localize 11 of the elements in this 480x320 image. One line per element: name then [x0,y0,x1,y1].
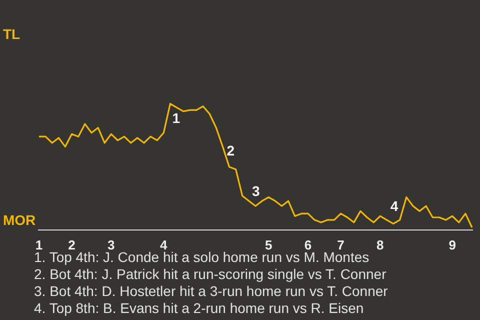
text: TL [3,26,20,42]
annotation: 3 [252,182,260,199]
annotation: 1 [172,110,180,126]
x-tick-label: 9 [448,238,456,253]
text: MOR [3,212,36,228]
annotation: 4 [390,198,398,214]
text: 4. Top 8th: B. Evans hit a 2-run home run vs R. Eisen [34,300,365,317]
text: 2. Bot 4th: J. Patrick hit a run-scoring single vs T. Conner [34,266,388,283]
x-tick-label: 8 [376,238,384,253]
annotation: 2 [226,142,235,159]
text: 3. Bot 4th: D. Hostetler hit a 3-run home run vs T. Conner [34,283,388,300]
